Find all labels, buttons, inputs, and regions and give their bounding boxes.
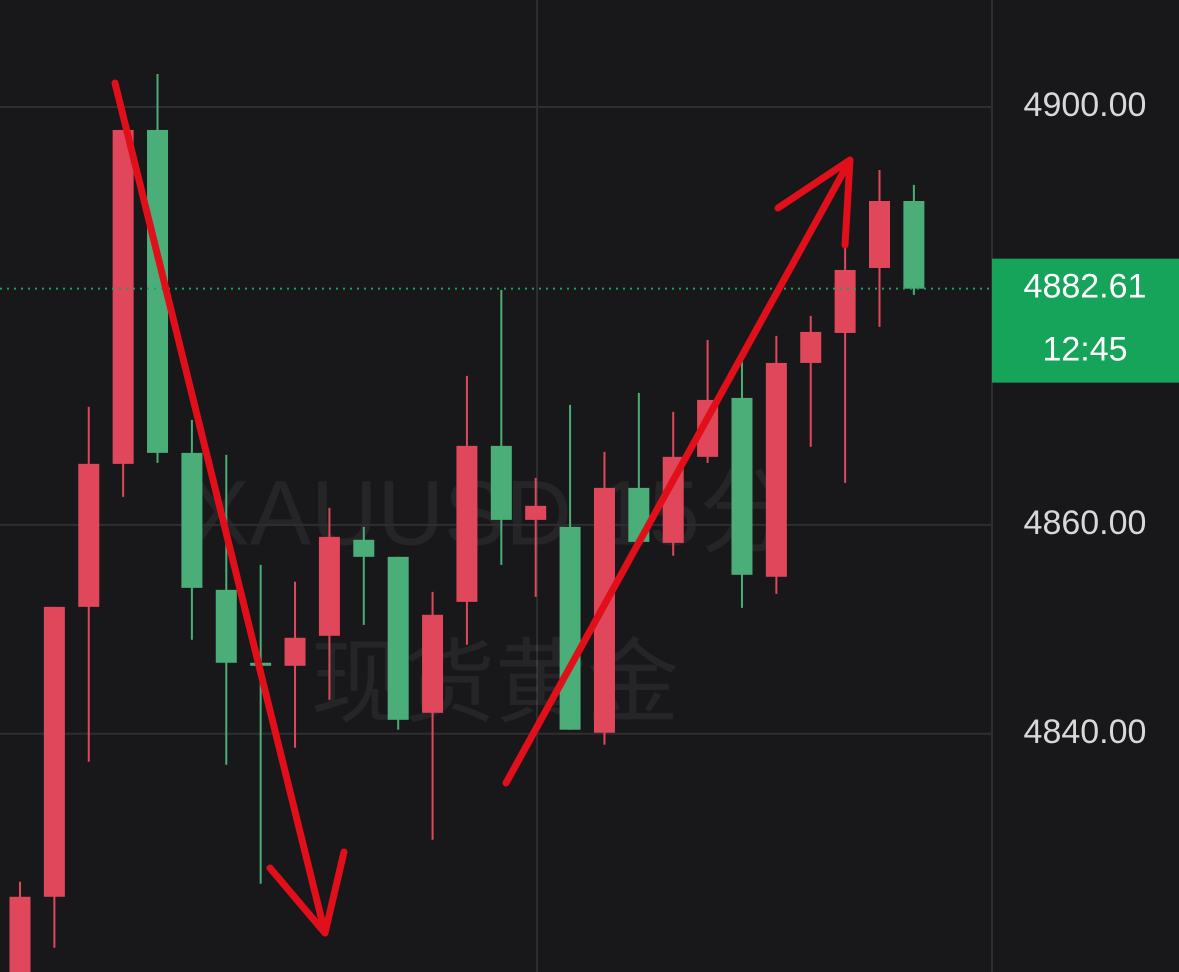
candle-body xyxy=(147,129,169,453)
candle-body xyxy=(559,526,581,730)
last-price-label: 4882.61 xyxy=(1024,268,1147,306)
candle-body xyxy=(181,452,203,588)
candle-body xyxy=(43,606,65,897)
y-tick-label: 4900.00 xyxy=(1024,86,1147,124)
arrow-head xyxy=(266,848,348,937)
candle-body xyxy=(456,445,478,602)
price-axis: 4900.00 4860.00 4840.00 4882.61 12:45 xyxy=(992,86,1179,751)
countdown-label: 12:45 xyxy=(1042,331,1127,369)
candle-body xyxy=(731,397,753,575)
annotation-arrows xyxy=(111,79,854,937)
candle-body xyxy=(353,539,375,557)
candle-body xyxy=(422,614,444,713)
candle-body xyxy=(800,331,822,363)
candle-body xyxy=(9,896,31,972)
y-tick-label: 4840.00 xyxy=(1024,713,1147,751)
candle-body xyxy=(78,463,100,607)
down-arrow xyxy=(111,79,329,937)
watermark: 现货黄金 xyxy=(311,632,679,734)
up-arrow xyxy=(502,158,853,787)
candle-body xyxy=(869,201,890,268)
arrow-head xyxy=(774,156,854,249)
watermark: XAUUSD 15分 xyxy=(188,462,791,564)
candle-body xyxy=(525,505,547,520)
candle-body xyxy=(387,556,409,720)
plot xyxy=(0,73,992,972)
y-tick-label: 4860.00 xyxy=(1024,504,1147,542)
candle-body xyxy=(215,589,237,663)
candle-body xyxy=(662,456,684,543)
candle-body xyxy=(903,201,925,289)
candle-body xyxy=(490,445,512,520)
candle-body xyxy=(284,637,306,666)
candle-body xyxy=(765,362,787,577)
candle-body xyxy=(112,129,134,464)
candle-body xyxy=(318,536,340,636)
price-tag xyxy=(992,258,1179,383)
candle-body xyxy=(834,269,856,333)
